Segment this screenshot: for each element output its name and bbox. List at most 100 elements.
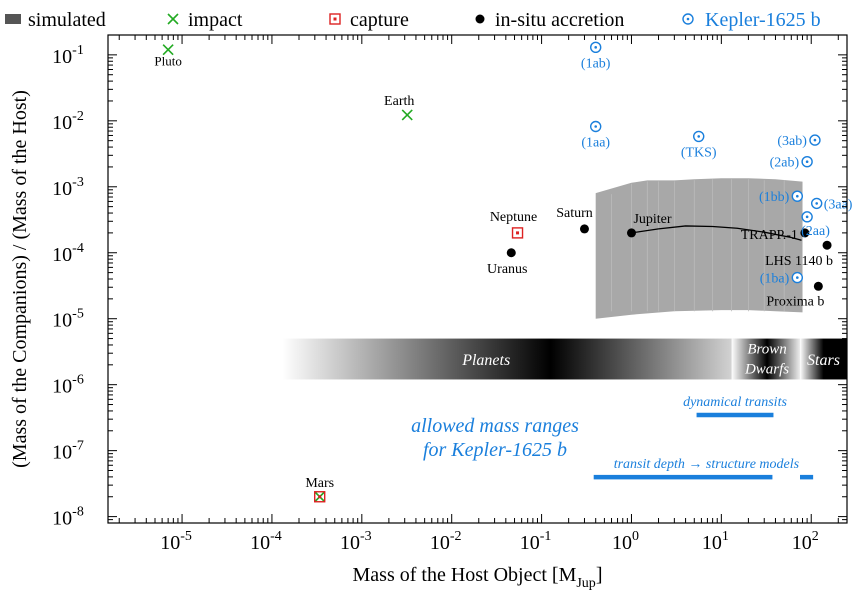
point-label: (TKS) [681, 145, 717, 160]
y-tick-exp: -3 [72, 175, 84, 190]
x-tick-base: 10 [340, 532, 360, 554]
point-label: (1ab) [581, 56, 611, 71]
accretion-point-proxima-b: Proxima b [766, 281, 824, 309]
point-label: Pluto [154, 54, 181, 69]
accretion-point-lhs-1140-b: LHS 1140 b [765, 240, 833, 269]
capture-point-neptune: Neptune [490, 210, 537, 239]
x-tick-label: 100 [612, 529, 639, 554]
accretion-marker [822, 240, 832, 250]
x-axis-title-close: ] [596, 564, 603, 586]
y-tick-label: 10-4 [52, 241, 84, 266]
allowed-ranges-title-1: allowed mass ranges [411, 415, 579, 437]
kepler-marker [809, 134, 821, 146]
point-label: (2aa) [801, 224, 830, 239]
x-tick-base: 10 [430, 532, 450, 554]
point-label: Neptune [490, 210, 537, 225]
y-tick-base: 10 [52, 508, 72, 530]
regime-planets: Planets [282, 338, 771, 380]
allowed-ranges-title-2: for Kepler-1625 b [423, 439, 567, 461]
point-label: Jupiter [633, 212, 671, 227]
x-tick-exp: 0 [632, 529, 639, 544]
kepler-point-2aa: (2aa) [801, 211, 830, 239]
point-label: (3aa) [824, 197, 853, 212]
x-tick-base: 10 [520, 532, 540, 554]
x-tick-exp: -4 [270, 529, 282, 544]
y-tick-label: 10-5 [52, 307, 84, 332]
accretion-point-jupiter: Jupiter [626, 212, 672, 238]
jupiter-curve-line [631, 225, 802, 241]
kepler-point-1ba: (1ba) [760, 271, 804, 287]
legend-impact: impact [167, 9, 243, 31]
legend-in-situ-accretion: in-situ accretion [475, 9, 624, 31]
x-tick-label: 102 [792, 529, 819, 554]
axis-labels: 10-5 10-4 10-3 10-2 10-1 100 101 10210-810-710-… [9, 43, 819, 590]
mass-regime-bar: Planets Brown Dwarfs Stars [282, 338, 847, 380]
x-tick-base: 10 [612, 532, 632, 554]
regime-label-line: Brown [747, 342, 786, 358]
y-tick-base: 10 [52, 112, 72, 134]
kepler-point-1bb: (1bb) [759, 190, 804, 205]
range-bar [593, 474, 773, 480]
kepler-marker [801, 211, 813, 223]
kepler-point-2ab: (2ab) [770, 156, 813, 171]
x-tick-exp: -5 [180, 529, 192, 544]
kepler-point-3ab: (3ab) [777, 134, 821, 149]
axes [107, 34, 848, 524]
y-tick-exp: -8 [72, 505, 84, 520]
point-label: (1ba) [760, 272, 790, 287]
y-tick-label: 10-3 [52, 175, 84, 200]
regime-band [731, 338, 803, 380]
point-label: (1bb) [759, 190, 790, 205]
accretion-marker [506, 248, 516, 258]
legend-swatch-kepler [682, 13, 694, 25]
x-tick-exp: -2 [450, 529, 462, 544]
x-tick-base: 10 [792, 532, 812, 554]
point-label: Mars [305, 476, 334, 491]
capture-marker [314, 491, 326, 503]
accretion-point-trapp-1: TRAPP.-1 [741, 228, 810, 243]
legend-swatch-accretion [475, 14, 485, 24]
y-tick-exp: -7 [72, 439, 84, 454]
y-tick-base: 10 [52, 46, 72, 68]
point-label: (1aa) [581, 136, 610, 151]
kepler-point-1aa: (1aa) [581, 120, 610, 151]
y-tick-exp: -4 [72, 241, 84, 256]
y-tick-label: 10-1 [52, 43, 84, 68]
accretion-marker [813, 281, 823, 291]
kepler-marker [791, 271, 804, 284]
point-label: Earth [384, 94, 414, 109]
capture-marker [511, 227, 524, 239]
y-tick-exp: -6 [72, 373, 84, 388]
kepler-marker [693, 130, 705, 143]
y-tick-exp: -5 [72, 307, 84, 322]
legend-label: impact [188, 9, 243, 31]
point-label: TRAPP.-1 [741, 228, 798, 243]
point-label: LHS 1140 b [765, 254, 833, 269]
accretion-marker [800, 228, 810, 238]
accretion-point-uranus: Uranus [487, 248, 527, 277]
x-tick-exp: -1 [540, 529, 552, 544]
kepler-marker [589, 41, 602, 54]
kepler-marker [810, 197, 823, 210]
x-tick-label: 10-4 [250, 529, 282, 554]
y-tick-exp: -1 [72, 43, 84, 58]
impact-point-pluto: Pluto [154, 44, 182, 69]
legend-label: in-situ accretion [495, 9, 624, 31]
regime-band [800, 338, 847, 380]
legend-swatch-impact [167, 13, 179, 25]
x-tick-base: 10 [250, 532, 270, 554]
point-label: (2ab) [770, 156, 800, 171]
impact-point-earth: Earth [384, 94, 414, 121]
x-tick-exp: 2 [812, 529, 819, 544]
accretion-point-saturn: Saturn [556, 206, 593, 234]
x-tick-base: 10 [702, 532, 722, 554]
kepler-marker [791, 190, 804, 202]
accretion-marker [579, 224, 589, 234]
jupiter-curve [631, 225, 802, 241]
x-tick-label: 10-1 [520, 529, 552, 554]
impact-marker [162, 44, 174, 56]
x-tick-label: 101 [702, 529, 729, 554]
y-tick-base: 10 [52, 442, 72, 464]
